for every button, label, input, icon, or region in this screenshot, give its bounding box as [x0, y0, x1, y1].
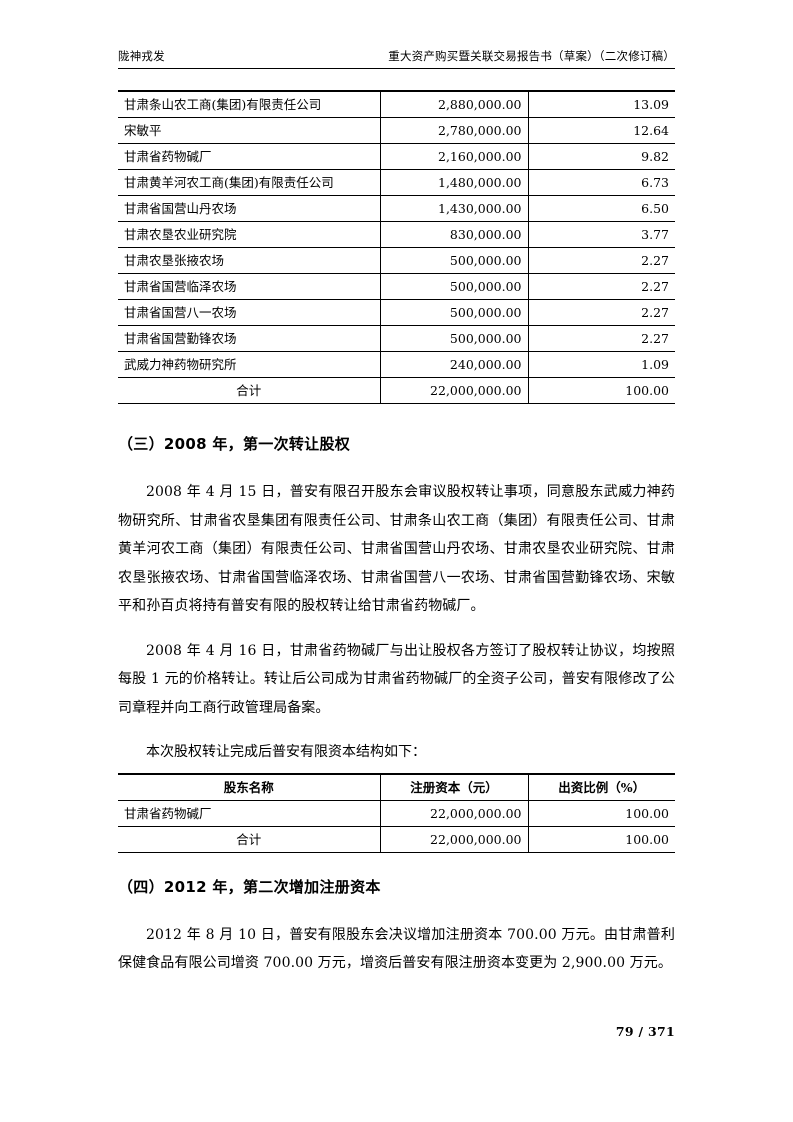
- cell-contribution-ratio: 13.09: [527, 90, 675, 118]
- section-three-paragraph-2: 2008 年 4 月 16 日，甘肃省药物碱厂与出让股权各方签订了股权转让协议，…: [118, 642, 675, 716]
- cell-contribution-ratio: 2.27: [527, 325, 675, 352]
- table-row: 甘肃省国营临泽农场 500,000.00 2.27: [118, 273, 675, 300]
- table-row-total: 合计 22,000,000.00 100.00: [118, 825, 675, 853]
- header-company-name: 陇神戎发: [118, 49, 165, 63]
- spacer: [118, 722, 675, 738]
- cell-shareholder-name: 甘肃省国营临泽农场: [118, 273, 381, 300]
- cell-shareholder-name: 宋敏平: [118, 117, 381, 144]
- spacer: [118, 621, 675, 637]
- section-four-paragraph-1: 2012 年 8 月 10 日，普安有限股东会决议增加注册资本 700.00 万…: [118, 926, 675, 972]
- table-shareholders-continued: 甘肃条山农工商(集团)有限责任公司 2,880,000.00 13.09 宋敏平…: [118, 90, 675, 404]
- cell-registered-capital: 1,480,000.00: [379, 169, 529, 196]
- cell-contribution-ratio: 2.27: [527, 247, 675, 274]
- cell-shareholder-name: 武威力神药物研究所: [118, 351, 381, 378]
- cell-registered-capital: 500,000.00: [379, 325, 529, 352]
- cell-total-capital: 22,000,000.00: [379, 377, 529, 404]
- table-row: 甘肃农垦农业研究院 830,000.00 3.77: [118, 221, 675, 248]
- cell-shareholder-name: 甘肃省国营勤锋农场: [118, 325, 381, 352]
- table-row: 甘肃省国营山丹农场 1,430,000.00 6.50: [118, 195, 675, 222]
- cell-registered-capital: 830,000.00: [379, 221, 529, 248]
- header-document-title: 重大资产购买暨关联交易报告书（草案）（二次修订稿）: [388, 49, 675, 63]
- spacer: [118, 899, 675, 921]
- page-running-header: 陇神戎发 重大资产购买暨关联交易报告书（草案）（二次修订稿）: [118, 48, 675, 69]
- cell-contribution-ratio: 12.64: [527, 117, 675, 144]
- table-row: 甘肃条山农工商(集团)有限责任公司 2,880,000.00 13.09: [118, 90, 675, 118]
- cell-shareholder-name: 甘肃农垦张掖农场: [118, 247, 381, 274]
- cell-registered-capital: 500,000.00: [379, 299, 529, 326]
- section-heading-three: （三）2008 年，第一次转让股权: [118, 435, 351, 453]
- cell-contribution-ratio: 1.09: [527, 351, 675, 378]
- cell-total-label: 合计: [118, 825, 381, 853]
- cell-contribution-ratio: 6.73: [527, 169, 675, 196]
- column-header-registered-capital: 注册资本（元）: [379, 772, 529, 801]
- cell-shareholder-name: 甘肃省药物碱厂: [118, 799, 381, 827]
- table-row: 宋敏平 2,780,000.00 12.64: [118, 117, 675, 144]
- cell-registered-capital: 2,780,000.00: [379, 117, 529, 144]
- cell-registered-capital: 1,430,000.00: [379, 195, 529, 222]
- spacer: [118, 404, 675, 432]
- page-content: 甘肃条山农工商(集团)有限责任公司 2,880,000.00 13.09 宋敏平…: [118, 90, 675, 978]
- cell-registered-capital: 2,880,000.00: [379, 90, 529, 118]
- table-row: 甘肃省药物碱厂 2,160,000.00 9.82: [118, 143, 675, 170]
- cell-total-label: 合计: [118, 377, 381, 404]
- column-header-shareholder-name: 股东名称: [118, 772, 381, 801]
- cell-shareholder-name: 甘肃黄羊河农工商(集团)有限责任公司: [118, 169, 381, 196]
- section-heading-four: （四）2012 年，第二次增加注册资本: [118, 877, 381, 896]
- table-row: 甘肃省国营勤锋农场 500,000.00 2.27: [118, 325, 675, 352]
- page-number: 79 / 371: [615, 1024, 675, 1039]
- cell-registered-capital: 240,000.00: [379, 351, 529, 378]
- table-row: 甘肃农垦张掖农场 500,000.00 2.27: [118, 247, 675, 274]
- cell-contribution-ratio: 2.27: [527, 273, 675, 300]
- cell-registered-capital: 2,160,000.00: [379, 143, 529, 170]
- cell-shareholder-name: 甘肃省药物碱厂: [118, 143, 381, 170]
- cell-shareholder-name: 甘肃农垦农业研究院: [118, 221, 381, 248]
- cell-contribution-ratio: 2.27: [527, 299, 675, 326]
- cell-contribution-ratio: 6.50: [527, 195, 675, 222]
- cell-total-capital: 22,000,000.00: [379, 825, 529, 853]
- cell-registered-capital: 500,000.00: [379, 247, 529, 274]
- cell-shareholder-name: 甘肃省国营山丹农场: [118, 195, 381, 222]
- cell-total-percent: 100.00: [527, 825, 675, 853]
- cell-shareholder-name: 甘肃省国营八一农场: [118, 299, 381, 326]
- cell-registered-capital: 500,000.00: [379, 273, 529, 300]
- section-three-paragraph-1: 2008 年 4 月 15 日，普安有限召开股东会审议股权转让事项，同意股东武威…: [118, 484, 675, 614]
- section-three-table-lead-in: 本次股权转让完成后普安有限资本结构如下：: [146, 744, 426, 760]
- cell-contribution-ratio: 9.82: [527, 143, 675, 170]
- spacer: [118, 456, 675, 478]
- cell-shareholder-name: 甘肃条山农工商(集团)有限责任公司: [118, 90, 381, 118]
- table-row: 武威力神药物研究所 240,000.00 1.09: [118, 351, 675, 378]
- cell-total-percent: 100.00: [527, 377, 675, 404]
- table-row-total: 合计 22,000,000.00 100.00: [118, 377, 675, 404]
- table-row: 甘肃省药物碱厂 22,000,000.00 100.00: [118, 799, 675, 827]
- cell-contribution-ratio: 3.77: [527, 221, 675, 248]
- table-row: 甘肃省国营八一农场 500,000.00 2.27: [118, 299, 675, 326]
- table-capital-structure: 股东名称 注册资本（元） 出资比例（%） 甘肃省药物碱厂 22,000,000.…: [118, 772, 675, 853]
- spacer: [118, 853, 675, 875]
- table-header-row: 股东名称 注册资本（元） 出资比例（%）: [118, 772, 675, 801]
- column-header-contribution-ratio: 出资比例（%）: [527, 772, 675, 801]
- cell-registered-capital: 22,000,000.00: [379, 799, 529, 827]
- cell-contribution-ratio: 100.00: [527, 799, 675, 827]
- table-row: 甘肃黄羊河农工商(集团)有限责任公司 1,480,000.00 6.73: [118, 169, 675, 196]
